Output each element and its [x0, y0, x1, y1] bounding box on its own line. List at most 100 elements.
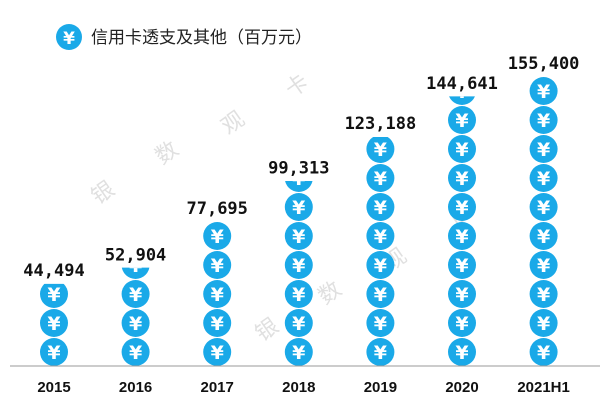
yuan-coin-icon: ¥ [203, 222, 232, 250]
yuan-coin-icon: ¥ [284, 251, 313, 279]
yuan-coin-icon: ¥ [284, 193, 313, 221]
yuan-coin-icon: ¥ [366, 137, 395, 163]
yuan-coin-icon: ¥ [121, 280, 150, 308]
x-tick-label: 2015 [37, 379, 70, 396]
svg-text:¥: ¥ [211, 284, 224, 306]
svg-text:¥: ¥ [292, 284, 305, 306]
svg-text:¥: ¥ [374, 197, 387, 219]
svg-text:¥: ¥ [47, 342, 60, 364]
x-tick-label: 2020 [445, 379, 478, 396]
x-tick-label: 2017 [201, 379, 234, 396]
bar-series: ¥¥¥¥¥¥¥¥¥¥¥¥¥¥¥¥¥¥¥¥¥¥¥¥¥¥¥¥¥¥¥¥¥¥¥¥¥¥¥¥… [40, 77, 558, 366]
svg-text:¥: ¥ [455, 313, 468, 335]
yuan-coin-icon: ¥ [203, 251, 232, 279]
yuan-coin-icon: ¥ [366, 164, 395, 192]
svg-text:¥: ¥ [455, 139, 468, 161]
yuan-coin-icon: ¥ [529, 77, 558, 105]
svg-text:¥: ¥ [63, 29, 75, 49]
yuan-coin-icon: ¥ [529, 106, 558, 134]
data-label: 77,695 [186, 199, 247, 219]
yuan-coin-icon: ¥ [366, 309, 395, 337]
svg-text:¥: ¥ [455, 168, 468, 190]
yuan-coin-icon: ¥ [366, 251, 395, 279]
x-tick-label: 2021H1 [517, 379, 570, 396]
svg-text:¥: ¥ [455, 255, 468, 277]
svg-text:¥: ¥ [537, 342, 550, 364]
yuan-coin-icon: ¥ [449, 81, 475, 105]
svg-text:¥: ¥ [537, 255, 550, 277]
yuan-coin-icon: ¥ [40, 309, 68, 337]
yuan-coin-icon: ¥ [448, 251, 476, 279]
yuan-coin-icon: ¥ [448, 222, 476, 250]
yuan-coin-icon: ¥ [40, 338, 68, 366]
bar-2015: ¥ ¥ ¥ [40, 283, 68, 366]
svg-text:¥: ¥ [211, 313, 224, 335]
yuan-coin-icon: ¥ [529, 164, 558, 192]
svg-text:¥: ¥ [292, 255, 305, 277]
yuan-coin-icon: ¥ [366, 338, 395, 366]
yuan-coin-icon: ¥ [284, 309, 313, 337]
svg-text:¥: ¥ [292, 342, 305, 364]
legend-label: 信用卡透支及其他（百万元） [91, 28, 312, 48]
svg-text:¥: ¥ [211, 255, 224, 277]
svg-text:¥: ¥ [455, 81, 468, 103]
yuan-coin-icon: ¥ [56, 24, 82, 50]
bar-2020: ¥ ¥ ¥ ¥ ¥ ¥ ¥ ¥ ¥ ¥ [448, 81, 476, 366]
svg-text:¥: ¥ [129, 313, 142, 335]
category-labels: 2015 2016 2017 2018 2019 2020 2021H1 [37, 379, 570, 396]
yuan-coin-icon: ¥ [203, 309, 232, 337]
data-label: 52,904 [105, 245, 166, 265]
svg-text:¥: ¥ [537, 81, 550, 103]
yuan-coin-icon: ¥ [366, 193, 395, 221]
yuan-coin-icon: ¥ [366, 222, 395, 250]
watermark-char: 数 [314, 277, 346, 310]
watermark-char: 观 [217, 107, 249, 140]
yuan-coin-icon: ¥ [448, 106, 476, 134]
svg-text:¥: ¥ [455, 284, 468, 306]
yuan-coin-icon: ¥ [529, 309, 558, 337]
svg-text:¥: ¥ [374, 168, 387, 190]
svg-text:¥: ¥ [455, 110, 468, 132]
yuan-coin-icon: ¥ [203, 338, 232, 366]
svg-text:¥: ¥ [374, 342, 387, 364]
yuan-coin-icon: ¥ [121, 338, 150, 366]
yuan-coin-icon: ¥ [203, 280, 232, 308]
svg-text:¥: ¥ [374, 255, 387, 277]
yuan-coin-icon: ¥ [121, 309, 150, 337]
yuan-coin-icon: ¥ [529, 193, 558, 221]
data-label: 44,494 [23, 261, 84, 281]
svg-text:¥: ¥ [537, 197, 550, 219]
bar-2016: ¥ ¥ ¥ ¥ [121, 255, 150, 366]
svg-text:¥: ¥ [537, 284, 550, 306]
svg-text:¥: ¥ [537, 226, 550, 248]
svg-text:¥: ¥ [292, 197, 305, 219]
watermark: 银 数 观 卡 银 数 观 卡 [87, 70, 476, 347]
bar-2017: ¥ ¥ ¥ ¥ ¥ [203, 222, 232, 366]
yuan-coin-icon: ¥ [529, 135, 558, 163]
svg-text:¥: ¥ [211, 342, 224, 364]
yuan-coin-icon: ¥ [448, 135, 476, 163]
yuan-coin-icon: ¥ [448, 309, 476, 337]
x-tick-label: 2018 [282, 379, 315, 396]
yuan-coin-icon: ¥ [448, 193, 476, 221]
svg-text:¥: ¥ [129, 284, 142, 306]
svg-text:¥: ¥ [374, 284, 387, 306]
svg-text:¥: ¥ [292, 226, 305, 248]
svg-text:¥: ¥ [455, 342, 468, 364]
watermark-char: 数 [151, 137, 183, 170]
svg-text:¥: ¥ [374, 226, 387, 248]
bar-2021H1: ¥ ¥ ¥ ¥ ¥ ¥ ¥ ¥ ¥ ¥ [529, 77, 558, 366]
yuan-coin-icon: ¥ [121, 255, 150, 279]
yuan-coin-icon: ¥ [285, 181, 313, 192]
x-tick-label: 2016 [119, 379, 152, 396]
yuan-coin-icon: ¥ [366, 280, 395, 308]
svg-text:¥: ¥ [47, 284, 60, 306]
svg-text:¥: ¥ [537, 168, 550, 190]
yuan-coin-icon: ¥ [284, 338, 313, 366]
svg-text:¥: ¥ [129, 342, 142, 364]
svg-text:¥: ¥ [129, 255, 142, 277]
bar-2018: ¥ ¥ ¥ ¥ ¥ ¥ ¥ [284, 181, 313, 366]
data-label: 144,641 [426, 74, 498, 94]
yuan-coin-icon: ¥ [448, 338, 476, 366]
svg-text:¥: ¥ [537, 110, 550, 132]
